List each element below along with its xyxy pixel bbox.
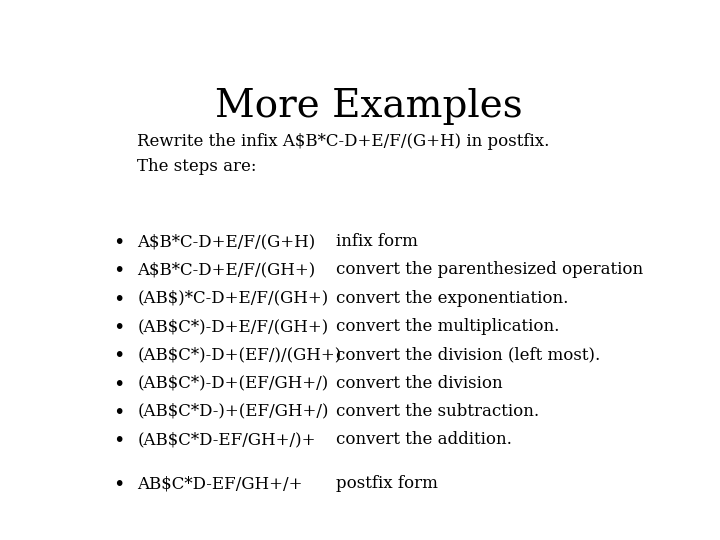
Text: •: •: [113, 346, 125, 365]
Text: postfix form: postfix form: [336, 475, 437, 492]
Text: convert the division (left most).: convert the division (left most).: [336, 346, 600, 363]
Text: •: •: [113, 403, 125, 422]
Text: convert the exponentiation.: convert the exponentiation.: [336, 290, 568, 307]
Text: A$B*C-D+E/F/(G+H): A$B*C-D+E/F/(G+H): [138, 233, 315, 250]
Text: (AB$C*D-)+(EF/GH+/): (AB$C*D-)+(EF/GH+/): [138, 403, 329, 420]
Text: A$B*C-D+E/F/(GH+): A$B*C-D+E/F/(GH+): [138, 261, 315, 279]
Text: (AB$C*)-D+E/F/(GH+): (AB$C*)-D+E/F/(GH+): [138, 318, 328, 335]
Text: (AB$C*)-D+(EF/GH+/): (AB$C*)-D+(EF/GH+/): [138, 375, 328, 392]
Text: •: •: [113, 431, 125, 450]
Text: Rewrite the infix A$B*C-D+E/F/(G+H) in postfix.: Rewrite the infix A$B*C-D+E/F/(G+H) in p…: [138, 133, 550, 151]
Text: convert the parenthesized operation: convert the parenthesized operation: [336, 261, 643, 279]
Text: convert the multiplication.: convert the multiplication.: [336, 318, 559, 335]
Text: •: •: [113, 261, 125, 280]
Text: •: •: [113, 475, 125, 494]
Text: (AB$C*)-D+(EF/)/(GH+): (AB$C*)-D+(EF/)/(GH+): [138, 346, 342, 363]
Text: (AB$)*C-D+E/F/(GH+): (AB$)*C-D+E/F/(GH+): [138, 290, 328, 307]
Text: convert the division: convert the division: [336, 375, 502, 392]
Text: The steps are:: The steps are:: [138, 158, 257, 176]
Text: (AB$C*D-EF/GH+/)+: (AB$C*D-EF/GH+/)+: [138, 431, 316, 448]
Text: AB$C*D-EF/GH+/+: AB$C*D-EF/GH+/+: [138, 475, 303, 492]
Text: •: •: [113, 318, 125, 337]
Text: •: •: [113, 375, 125, 394]
Text: More Examples: More Examples: [215, 87, 523, 125]
Text: •: •: [113, 290, 125, 309]
Text: •: •: [113, 233, 125, 252]
Text: convert the subtraction.: convert the subtraction.: [336, 403, 539, 420]
Text: infix form: infix form: [336, 233, 418, 250]
Text: convert the addition.: convert the addition.: [336, 431, 511, 448]
